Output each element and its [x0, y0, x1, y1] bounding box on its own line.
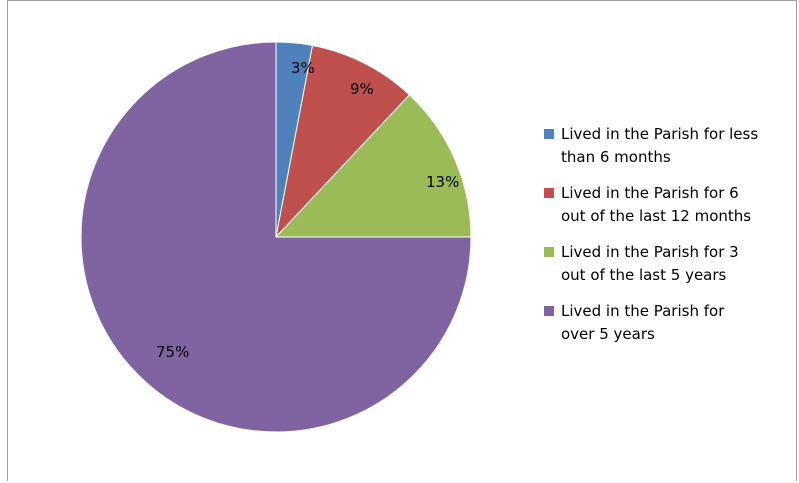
pie-slice-6-of-12-months: [275, 44, 411, 239]
legend-swatch-over-5-years: [544, 306, 554, 316]
legend-swatch-6-of-12-months: [544, 188, 554, 198]
pie-slice-3-of-5-years: [274, 94, 472, 238]
data-label-6-of-12-months: 9%: [350, 80, 374, 98]
pie-slice-over-5-years: [80, 41, 472, 433]
legend-label-line-1: Lived in the Parish for: [561, 302, 725, 320]
legend-item-6-of-12-months: Lived in the Parish for 6 out of the las…: [544, 182, 799, 228]
legend-label-line-1: Lived in the Parish for 6: [561, 184, 739, 202]
data-label-over-5-years: 75%: [156, 343, 189, 361]
legend: Lived in the Parish for less than 6 mont…: [544, 123, 799, 359]
legend-swatch-less-than-6-months: [544, 129, 554, 139]
legend-label-line-1: Lived in the Parish for 3: [561, 243, 739, 261]
legend-label-line-2: out of the last 5 years: [561, 266, 727, 284]
pie-chart: 3% 9% 13% 75%: [80, 41, 472, 433]
legend-item-3-of-5-years: Lived in the Parish for 3 out of the las…: [544, 241, 799, 287]
legend-label-line-2: over 5 years: [561, 325, 655, 343]
data-label-less-than-6-months: 3%: [291, 59, 315, 77]
legend-label-line-2: out of the last 12 months: [561, 207, 752, 225]
chart-area: 3% 9% 13% 75% Lived in the Parish for less …: [7, 0, 797, 481]
data-label-3-of-5-years: 13%: [426, 173, 459, 191]
legend-item-less-than-6-months: Lived in the Parish for less than 6 mont…: [544, 123, 799, 169]
legend-label-line-1: Lived in the Parish for less: [561, 125, 759, 143]
legend-swatch-3-of-5-years: [544, 247, 554, 257]
legend-label-line-2: than 6 months: [561, 148, 671, 166]
legend-item-over-5-years: Lived in the Parish for over 5 years: [544, 300, 799, 346]
